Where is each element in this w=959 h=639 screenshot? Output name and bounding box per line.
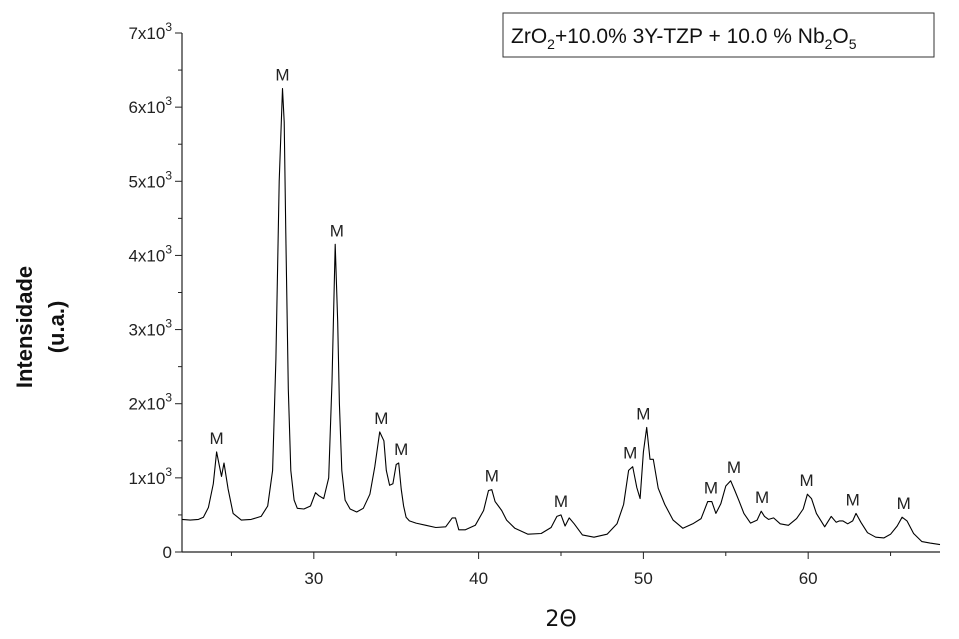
axes — [181, 33, 940, 553]
y-tick-label: 0 — [163, 543, 172, 562]
x-axis-title: 2Θ — [545, 607, 576, 632]
y-tick-label: 6x103 — [128, 94, 172, 117]
series — [181, 88, 941, 546]
y-tick-label: 1x103 — [128, 465, 172, 488]
y-axis-title-line1: Intensidade — [12, 266, 37, 388]
peak-label-m: M — [897, 494, 911, 513]
y-axis-title-line2: (u.a.) — [44, 301, 69, 354]
x-tick-label: 50 — [634, 569, 653, 588]
peak-label-m: M — [210, 429, 224, 448]
peak-label-m: M — [275, 66, 289, 85]
x-tick-label: 60 — [799, 569, 818, 588]
peak-label-m: M — [623, 444, 637, 463]
x-tick-label: 30 — [304, 569, 323, 588]
peak-label-m: M — [727, 458, 741, 477]
peak-label-m: M — [374, 409, 388, 428]
peak-label-m: M — [846, 490, 860, 509]
peak-label-m: M — [330, 221, 344, 240]
y-tick-label: 4x103 — [128, 242, 172, 265]
y-axis-title: Intensidade (u.a.) — [12, 266, 69, 388]
legend-box: ZrO2+10.0% 3Y-TZP + 10.0 % Nb2O5 — [502, 12, 935, 58]
peak-label-m: M — [636, 404, 650, 423]
peak-label-m: M — [554, 492, 568, 511]
ticks: 30 40 50 60 0 1x103 2x103 3x103 4x103 5x103 6x103 7… — [128, 20, 892, 588]
diffraction-pattern-line — [181, 88, 941, 546]
y-tick-label: 3x103 — [128, 317, 172, 340]
peak-label-m: M — [799, 471, 813, 490]
peak-label-m: M — [485, 467, 499, 486]
y-tick-label: 2x103 — [128, 391, 172, 414]
peak-label-m: M — [755, 488, 769, 507]
legend-label: ZrO2+10.0% 3Y-TZP + 10.0 % Nb2O5 — [511, 25, 857, 52]
y-tick-label: 5x103 — [128, 168, 172, 191]
peak-label-m: M — [704, 479, 718, 498]
x-tick-label: 40 — [469, 569, 488, 588]
y-tick-label: 7x103 — [128, 20, 172, 43]
peak-label-m: M — [394, 440, 408, 459]
